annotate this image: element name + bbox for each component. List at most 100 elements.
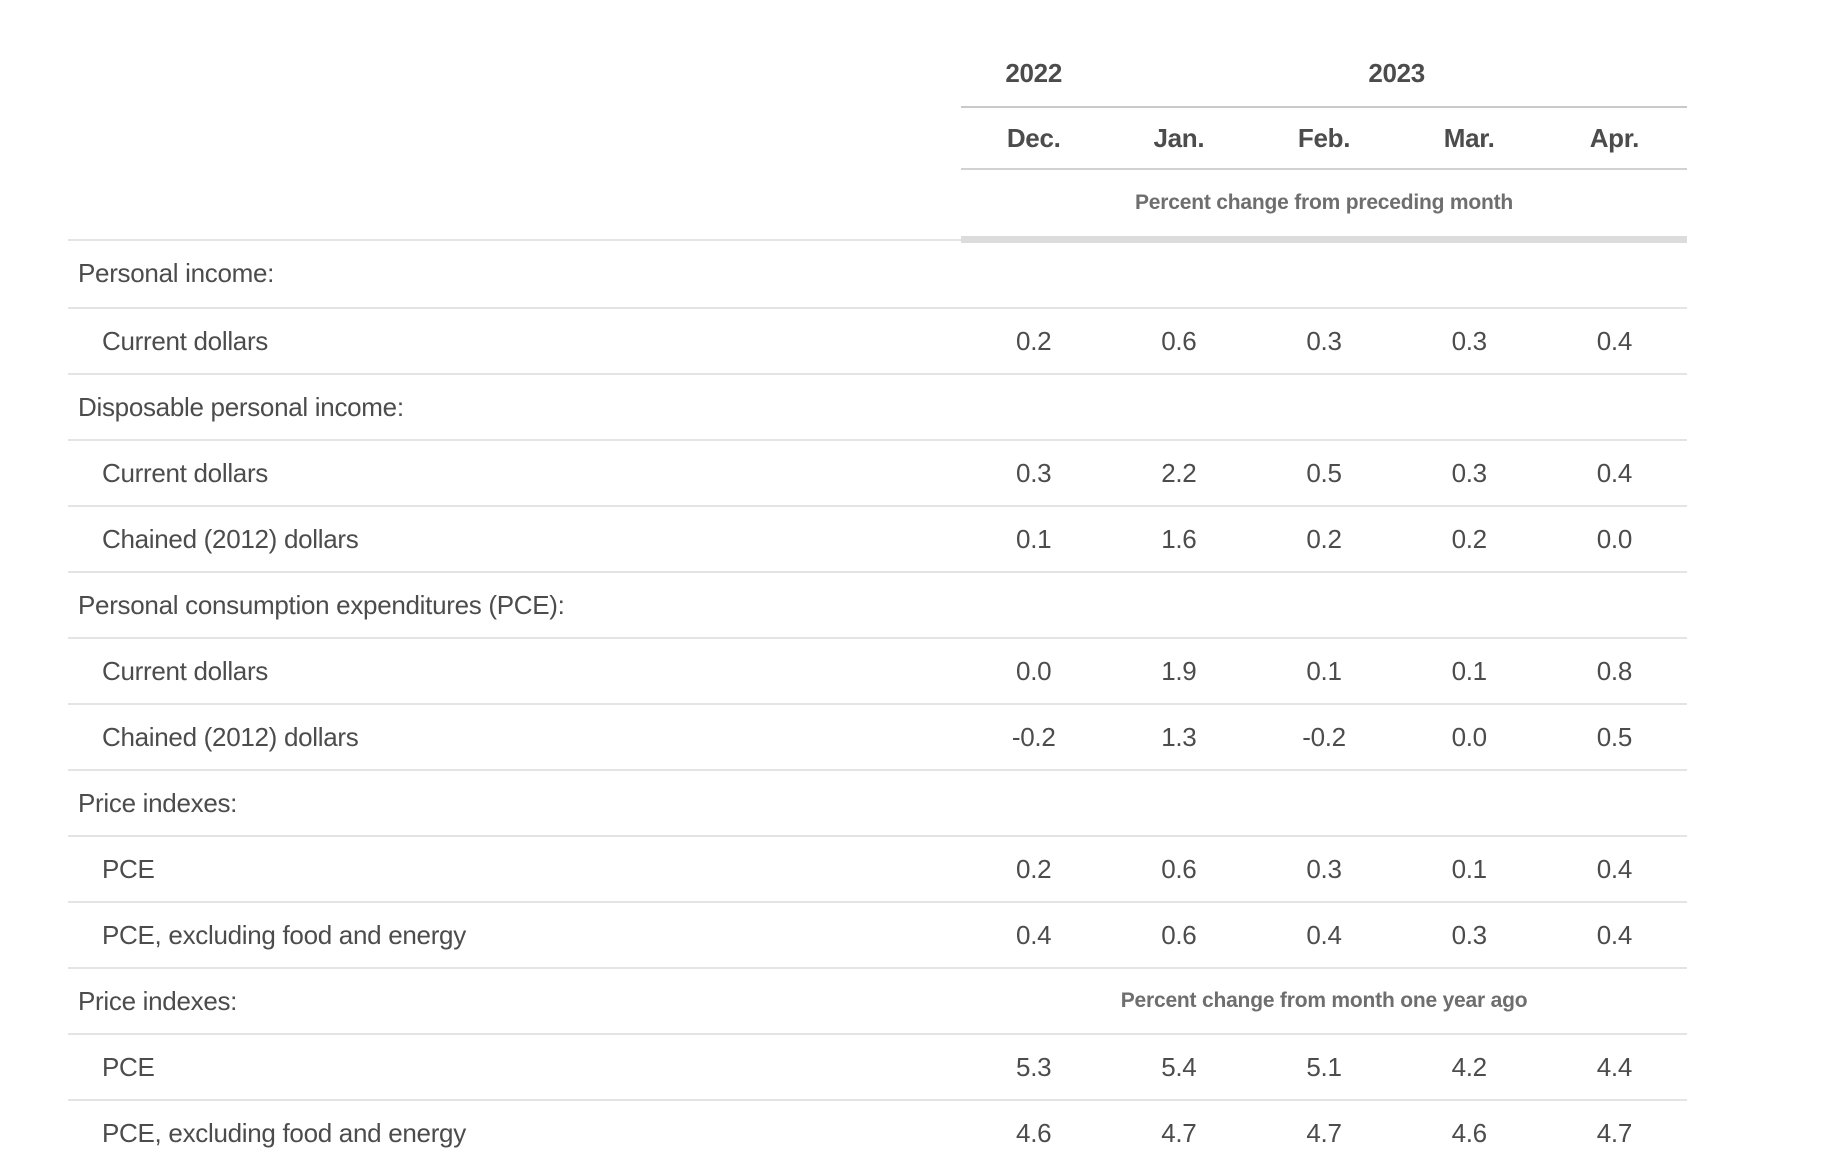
cell-value: 0.3 [1396, 439, 1542, 506]
row-label: Price indexes: [68, 967, 962, 1034]
cell-value: 0.0 [1396, 703, 1542, 770]
cell-value: 0.8 [1541, 637, 1687, 704]
table-row: Current dollars 0.0 1.9 0.1 0.1 0.8 [68, 637, 1687, 704]
cell-value: 0.0 [1541, 505, 1687, 572]
cell-value: 0.4 [961, 901, 1107, 968]
row-label: PCE [68, 1033, 962, 1100]
row-label: PCE [68, 835, 962, 902]
cell-value: 4.7 [1541, 1099, 1687, 1165]
year-header-2023: 2023 [1106, 40, 1687, 108]
row-label: Current dollars [68, 637, 962, 704]
header-spacer [68, 40, 961, 107]
cell-value: 0.2 [961, 307, 1107, 374]
table-header: 2022 2023 Dec. Jan. Feb. Mar. Apr. Perce… [68, 40, 1687, 243]
cell-value: 0.1 [1251, 637, 1397, 704]
month-header-mar: Mar. [1396, 107, 1542, 170]
table-row: Current dollars 0.3 2.2 0.5 0.3 0.4 [68, 439, 1687, 506]
cell-value: -0.2 [961, 703, 1107, 770]
table-row: Disposable personal income: [68, 373, 1687, 440]
row-label: Personal consumption expenditures (PCE): [68, 571, 962, 638]
row-label: Current dollars [68, 307, 962, 374]
cell-value [1396, 769, 1542, 836]
cell-value [1106, 571, 1252, 638]
cell-value: 0.1 [1396, 835, 1542, 902]
cell-value [1396, 373, 1542, 440]
cell-value: 0.4 [1541, 307, 1687, 374]
table-row: PCE 5.3 5.4 5.1 4.2 4.4 [68, 1033, 1687, 1100]
cell-value: 0.1 [961, 505, 1107, 572]
cell-value [1396, 238, 1542, 308]
cell-value [1106, 769, 1252, 836]
cell-value: 1.6 [1106, 505, 1252, 572]
row-label: Current dollars [68, 439, 962, 506]
cell-value: 0.2 [961, 835, 1107, 902]
cell-value: 0.4 [1541, 439, 1687, 506]
cell-value: 0.5 [1541, 703, 1687, 770]
cell-value [1106, 238, 1252, 308]
table-row: Price indexes: Percent change from month … [68, 967, 1687, 1034]
row-label: Chained (2012) dollars [68, 703, 962, 770]
table-row: Chained (2012) dollars -0.2 1.3 -0.2 0.0 0.5 [68, 703, 1687, 770]
table-row: Price indexes: [68, 769, 1687, 836]
unit-note-year-ago: Percent change from month one year ago [961, 967, 1687, 1034]
month-header-jan: Jan. [1106, 107, 1252, 170]
cell-value [1251, 238, 1397, 308]
cell-value: 2.2 [1106, 439, 1252, 506]
cell-value: 1.9 [1106, 637, 1252, 704]
cell-value [961, 373, 1107, 440]
cell-value: 0.3 [1396, 901, 1542, 968]
cell-value: 0.4 [1541, 835, 1687, 902]
cell-value [1541, 373, 1687, 440]
cell-value [1396, 571, 1542, 638]
cell-value: 0.0 [961, 637, 1107, 704]
cell-value: 5.4 [1106, 1033, 1252, 1100]
cell-value: 0.3 [1396, 307, 1542, 374]
cell-value: 0.3 [1251, 307, 1397, 374]
cell-value [1541, 238, 1687, 308]
month-header-row: Dec. Jan. Feb. Mar. Apr. [68, 107, 1687, 170]
cell-value: 0.6 [1106, 835, 1252, 902]
header-spacer [68, 169, 961, 240]
income-table: 2022 2023 Dec. Jan. Feb. Mar. Apr. Perce… [68, 40, 1687, 1165]
year-header-row: 2022 2023 [68, 40, 1687, 108]
table-row: Personal income: [68, 238, 1687, 308]
table-row: Chained (2012) dollars 0.1 1.6 0.2 0.2 0.0 [68, 505, 1687, 572]
table-row: PCE, excluding food and energy 4.6 4.7 4.7 4… [68, 1099, 1687, 1165]
cell-value: -0.2 [1251, 703, 1397, 770]
cell-value [961, 238, 1107, 308]
cell-value: 4.2 [1396, 1033, 1542, 1100]
cell-value: 4.7 [1106, 1099, 1252, 1165]
cell-value [1251, 373, 1397, 440]
cell-value: 0.6 [1106, 307, 1252, 374]
cell-value [1251, 571, 1397, 638]
month-header-feb: Feb. [1251, 107, 1397, 170]
cell-value: 0.4 [1541, 901, 1687, 968]
year-header-2022: 2022 [961, 40, 1107, 108]
cell-value [1541, 769, 1687, 836]
cell-value: 4.7 [1251, 1099, 1397, 1165]
table-row: PCE, excluding food and energy 0.4 0.6 0.4 0… [68, 901, 1687, 968]
table-body: Personal income: Current dollars 0.2 0.6 0.3… [68, 238, 1687, 1165]
unit-note-row: Percent change from preceding month [68, 169, 1687, 243]
cell-value: 4.6 [1396, 1099, 1542, 1165]
cell-value: 0.2 [1251, 505, 1397, 572]
table-row: PCE 0.2 0.6 0.3 0.1 0.4 [68, 835, 1687, 902]
cell-value: 5.1 [1251, 1033, 1397, 1100]
cell-value: 4.6 [961, 1099, 1107, 1165]
cell-value: 0.3 [1251, 835, 1397, 902]
cell-value: 0.1 [1396, 637, 1542, 704]
cell-value [961, 769, 1107, 836]
cell-value [1541, 571, 1687, 638]
cell-value: 4.4 [1541, 1033, 1687, 1100]
row-label: PCE, excluding food and energy [68, 901, 962, 968]
cell-value: 0.5 [1251, 439, 1397, 506]
cell-value: 0.2 [1396, 505, 1542, 572]
cell-value [1251, 769, 1397, 836]
row-label: Personal income: [68, 238, 962, 308]
month-header-dec: Dec. [961, 107, 1107, 170]
cell-value: 0.6 [1106, 901, 1252, 968]
cell-value [1106, 373, 1252, 440]
row-label: Chained (2012) dollars [68, 505, 962, 572]
row-label: PCE, excluding food and energy [68, 1099, 962, 1165]
